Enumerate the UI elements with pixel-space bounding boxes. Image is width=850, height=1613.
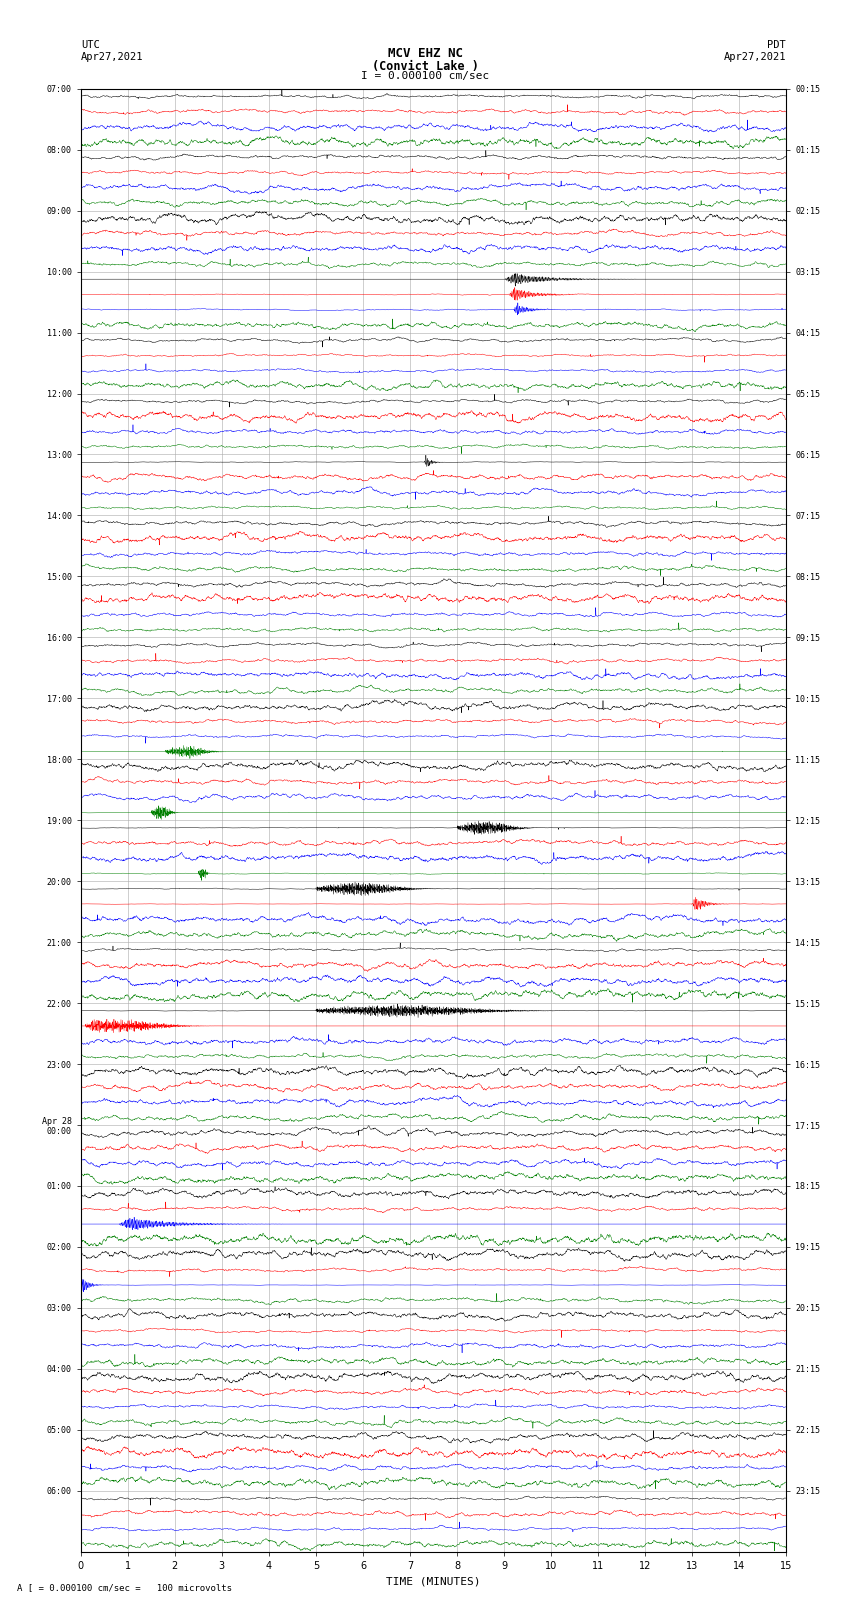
Text: I = 0.000100 cm/sec: I = 0.000100 cm/sec [361,71,489,81]
Text: PDT: PDT [768,40,786,50]
Text: MCV EHZ NC: MCV EHZ NC [388,47,462,60]
Text: Apr27,2021: Apr27,2021 [81,52,144,61]
Text: A [ = 0.000100 cm/sec =   100 microvolts: A [ = 0.000100 cm/sec = 100 microvolts [17,1582,232,1592]
Text: UTC: UTC [81,40,99,50]
X-axis label: TIME (MINUTES): TIME (MINUTES) [386,1576,481,1586]
Text: Apr27,2021: Apr27,2021 [723,52,786,61]
Text: (Convict Lake ): (Convict Lake ) [371,60,479,73]
